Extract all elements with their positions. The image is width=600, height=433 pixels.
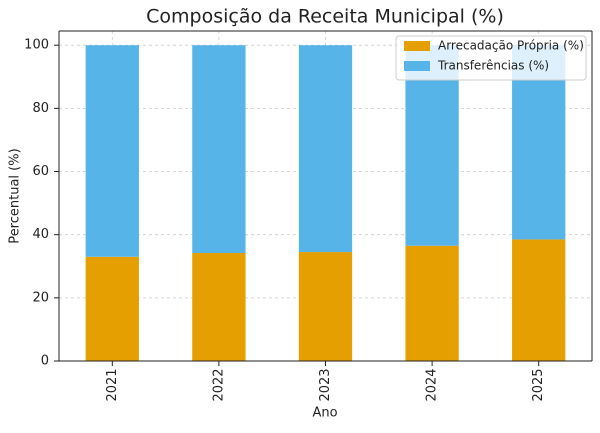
y-tick-label: 60 — [32, 164, 49, 179]
y-tick-label: 80 — [32, 101, 49, 116]
x-tick-label: 2024 — [425, 368, 440, 401]
x-tick-label: 2025 — [531, 368, 546, 401]
y-tick-label: 100 — [24, 38, 49, 53]
legend-swatch — [404, 41, 430, 51]
bars — [85, 45, 566, 361]
y-tick-label: 20 — [32, 290, 49, 305]
bar-segment — [192, 45, 246, 253]
legend-label: Transferências (%) — [437, 59, 549, 73]
bar-segment — [405, 245, 459, 361]
x-tick-label: 2023 — [318, 368, 333, 401]
bar-segment — [512, 239, 566, 361]
x-tick-label: 2022 — [211, 368, 226, 401]
bar-segment — [85, 256, 139, 361]
chart-title: Composição da Receita Municipal (%) — [146, 6, 504, 28]
x-axis-label: Ano — [312, 406, 337, 421]
legend-label: Arrecadação Própria (%) — [438, 39, 584, 53]
bar-segment — [298, 45, 353, 253]
bar-segment — [192, 253, 246, 361]
y-tick-label: 0 — [41, 354, 49, 369]
legend-box — [395, 35, 587, 81]
bar-segment — [85, 45, 139, 257]
x-tick-label: 2021 — [105, 368, 120, 401]
y-axis-label: Percentual (%) — [8, 148, 23, 243]
y-tick-label: 40 — [32, 227, 49, 242]
legend-swatch — [404, 61, 430, 71]
bar-segment — [298, 252, 353, 361]
